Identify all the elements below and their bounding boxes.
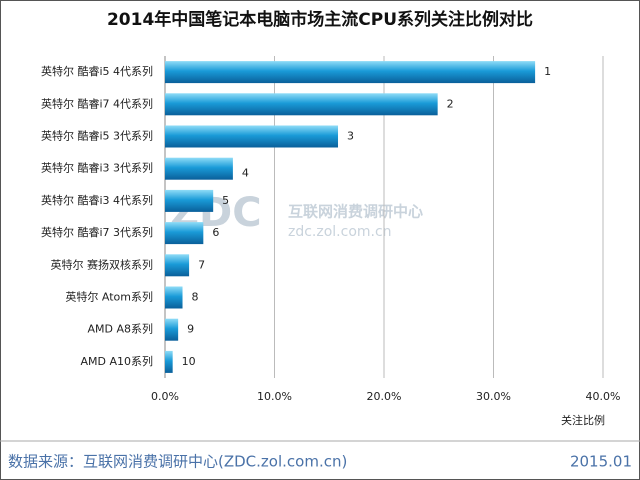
date: 2015.01: [570, 453, 632, 471]
rank-label: 9: [187, 323, 194, 336]
y-tick-label: AMD A10系列: [80, 354, 153, 368]
y-tick-label: 英特尔 Atom系列: [65, 290, 153, 304]
watermark-name: 互联网消费调研中心: [288, 203, 423, 221]
y-tick-label: 英特尔 赛扬双核系列: [51, 257, 154, 271]
bar: [165, 125, 339, 148]
bar: [165, 350, 173, 373]
x-axis-label: 关注比例: [561, 413, 605, 427]
x-tick-label: 20.0%: [367, 390, 402, 403]
rank-label: 6: [212, 226, 219, 239]
bar: [165, 157, 233, 180]
rank-label: 2: [447, 97, 454, 110]
y-tick-label: 英特尔 酷睿i3 3代系列: [41, 161, 153, 175]
x-tick-label: 40.0%: [586, 390, 621, 403]
bar: [165, 286, 183, 309]
y-tick-label: 英特尔 酷睿i7 4代系列: [41, 96, 153, 110]
source: 数据来源：互联网消费调研中心(ZDC.zol.com.cn): [8, 453, 347, 471]
y-tick-label: AMD A8系列: [87, 322, 153, 336]
bar: [165, 254, 190, 277]
rank-label: 5: [222, 194, 229, 207]
x-tick-label: 10.0%: [257, 390, 292, 403]
rank-label: 10: [182, 355, 196, 368]
rank-label: 4: [242, 167, 249, 180]
y-tick-label: 英特尔 酷睿i5 3代系列: [41, 129, 153, 143]
y-tick-label: 英特尔 酷睿i5 4代系列: [41, 64, 153, 78]
rank-label: 8: [192, 291, 199, 304]
y-tick-label: 英特尔 酷睿i7 3代系列: [41, 225, 153, 239]
bar: [165, 61, 536, 84]
watermark-url: zdc.zol.com.cn: [288, 224, 392, 240]
y-tick-label: 英特尔 酷睿i3 4代系列: [41, 193, 153, 207]
bar: [165, 318, 179, 341]
x-tick-label: 30.0%: [476, 390, 511, 403]
bar: [165, 93, 438, 116]
rank-label: 3: [347, 130, 354, 143]
rank-label: 7: [198, 258, 205, 271]
bar: [165, 189, 214, 212]
chart-title: 2014年中国笔记本电脑市场主流CPU系列关注比例对比: [107, 9, 533, 30]
bar: [165, 222, 204, 245]
x-tick-label: 0.0%: [151, 390, 179, 403]
rank-label: 1: [544, 65, 551, 78]
